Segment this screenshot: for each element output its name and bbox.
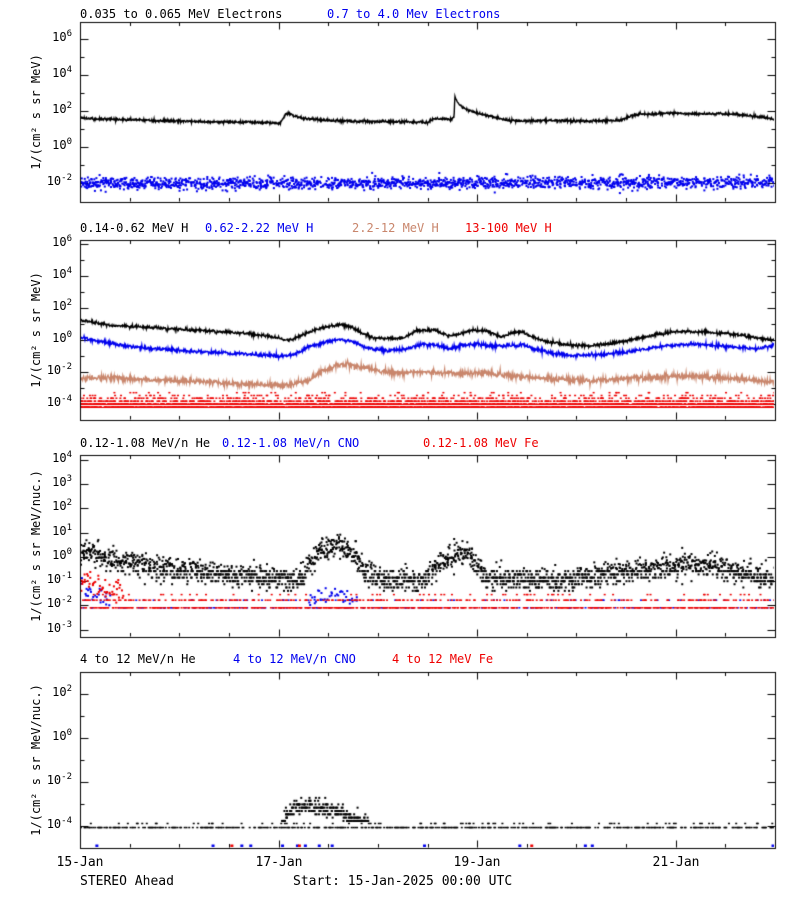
panel2-y-axis-label: 1/(cm² s sr MeV) (29, 272, 43, 388)
y-tick-label: 10-1 (46, 571, 72, 587)
x-tick-label-15jan: 15-Jan (56, 855, 104, 870)
panel1-title-electrons-high: 0.7 to 4.0 Mev Electrons (327, 7, 501, 21)
y-tick-label: 104 (52, 65, 72, 81)
y-tick-label: 10-3 (46, 619, 72, 635)
panel2-title-h4: 13-100 MeV H (465, 221, 552, 235)
y-tick-label: 106 (52, 234, 72, 250)
x-tick-label-21jan: 21-Jan (652, 855, 700, 870)
y-tick-label: 10-2 (46, 362, 72, 378)
y-tick-label: 10-4 (46, 816, 72, 832)
x-tick-label-17jan: 17-Jan (255, 855, 303, 870)
y-tick-label: 100 (52, 546, 72, 562)
panel1-y-axis-label: 1/(cm² s sr MeV) (29, 54, 43, 170)
y-tick-label: 101 (52, 522, 72, 538)
y-tick-label: 102 (52, 498, 72, 514)
panel2-title-h3: 2.2-12 MeV H (352, 221, 439, 235)
y-tick-label: 100 (52, 330, 72, 346)
start-time-label: Start: 15-Jan-2025 00:00 UTC (293, 874, 513, 889)
spacecraft-label: STEREO Ahead (80, 874, 174, 889)
panel2-title-h1: 0.14-0.62 MeV H (80, 221, 189, 235)
y-tick-label: 103 (52, 474, 72, 490)
y-tick-label: 10-2 (46, 595, 72, 611)
y-tick-label: 100 (52, 137, 72, 153)
y-tick-label: 102 (52, 684, 72, 700)
y-tick-label: 104 (52, 266, 72, 282)
y-tick-label: 10-2 (46, 772, 72, 788)
panel4-title-he: 4 to 12 MeV/n He (80, 652, 196, 666)
panel3-y-axis-label: 1/(cm² s sr MeV/nuc.) (29, 470, 43, 622)
x-tick-label-19jan: 19-Jan (453, 855, 501, 870)
panel3-title-fe: 0.12-1.08 MeV Fe (423, 436, 539, 450)
y-tick-label: 102 (52, 298, 72, 314)
panel4-title-cno: 4 to 12 MeV/n CNO (233, 652, 356, 666)
y-tick-label: 106 (52, 29, 72, 45)
panel2-title-h2: 0.62-2.22 MeV H (205, 221, 314, 235)
panel1-title-electrons-low: 0.035 to 0.065 MeV Electrons (80, 7, 283, 21)
panel4-y-axis-label: 1/(cm² s sr MeV/nuc.) (29, 684, 43, 836)
panel4-title-fe: 4 to 12 MeV Fe (392, 652, 494, 666)
panel3-title-he: 0.12-1.08 MeV/n He (80, 436, 211, 450)
y-tick-label: 102 (52, 101, 72, 117)
y-tick-label: 10-2 (46, 173, 72, 189)
panel3-title-cno: 0.12-1.08 MeV/n CNO (222, 436, 360, 450)
y-tick-label: 10-4 (46, 394, 72, 410)
y-tick-label: 100 (52, 728, 72, 744)
y-tick-label: 104 (52, 449, 72, 465)
